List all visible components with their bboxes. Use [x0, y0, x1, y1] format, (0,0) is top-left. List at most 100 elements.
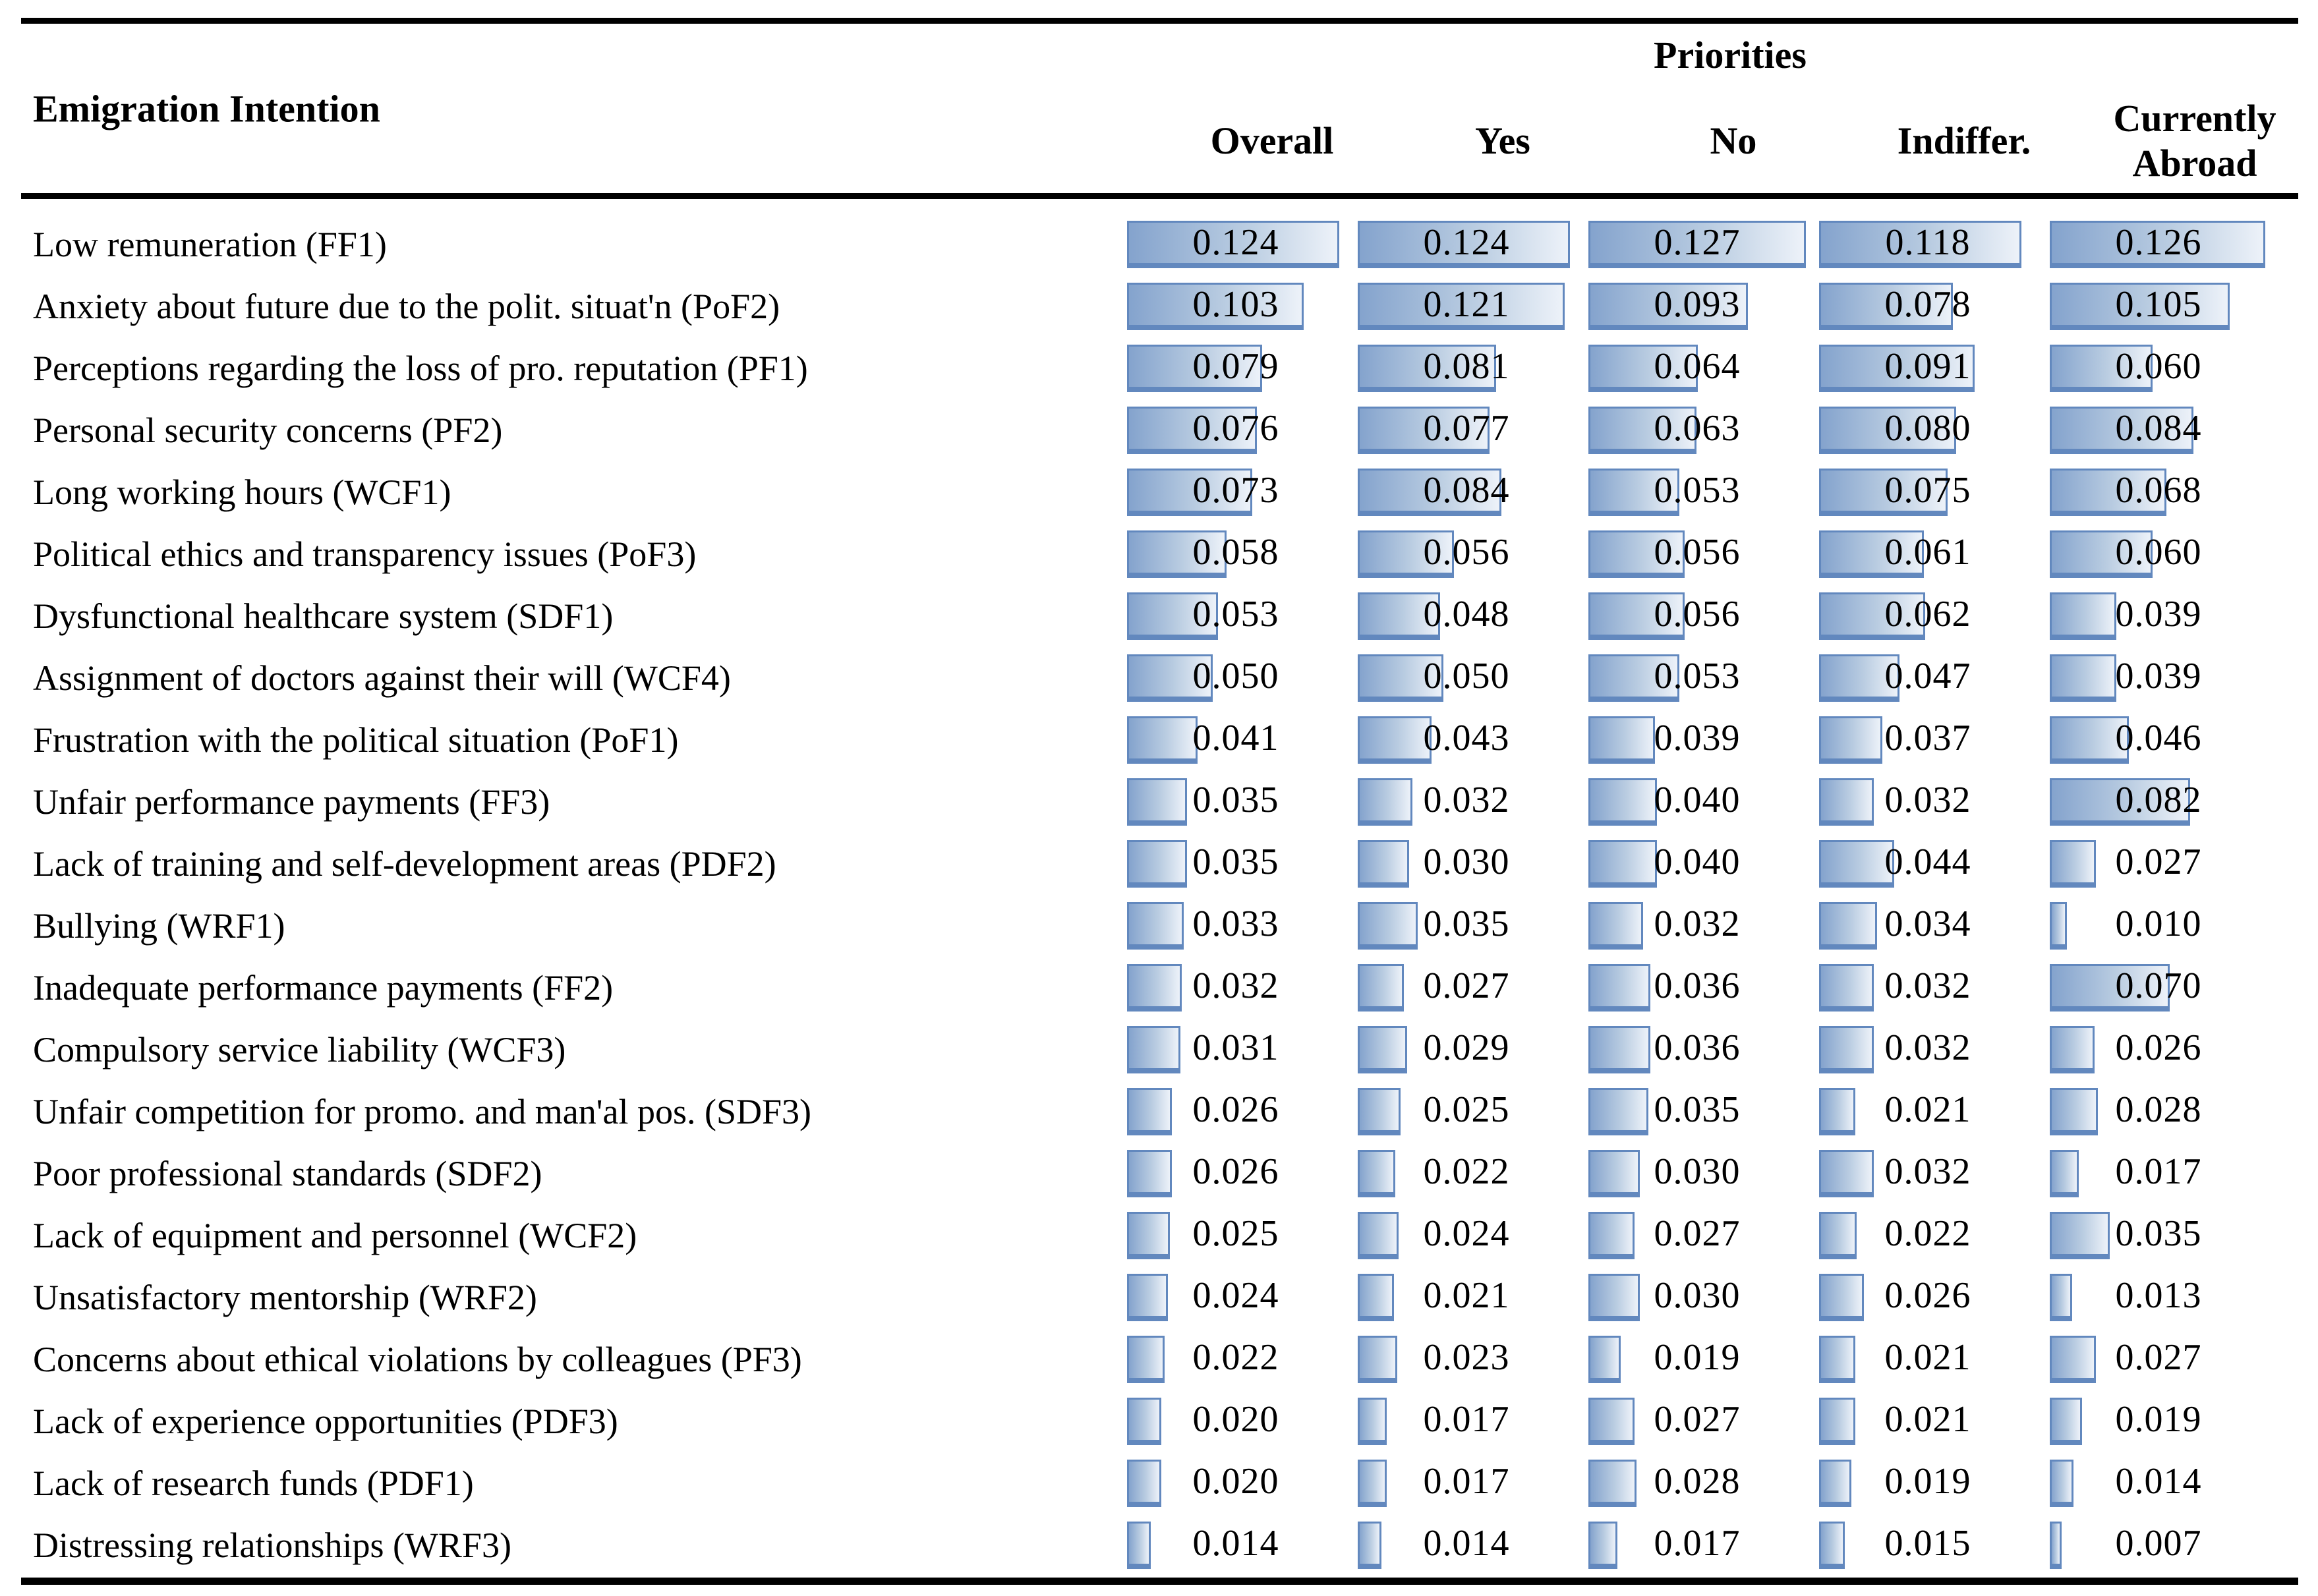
- data-bar-cell: 0.080: [1819, 407, 2037, 454]
- bar-value: 0.010: [2115, 903, 2202, 944]
- data-bar-cell: 0.075: [1819, 469, 2037, 516]
- data-bar-cell: 0.053: [1127, 592, 1345, 640]
- data-bar: [1588, 1150, 1640, 1197]
- data-bar: [1588, 530, 1685, 578]
- bar-value: 0.105: [2115, 284, 2202, 325]
- bar-value: 0.037: [1884, 718, 1971, 758]
- data-bar: [1358, 592, 1440, 640]
- data-bar-cell: 0.026: [1819, 1274, 2037, 1321]
- bar-value: 0.039: [1654, 718, 1741, 758]
- data-bar-cell: 0.014: [2050, 1460, 2267, 1507]
- data-bar: [1588, 840, 1657, 888]
- data-bar-cell: 0.061: [1819, 530, 2037, 578]
- bar-value: 0.035: [2115, 1213, 2202, 1254]
- data-bar-cell: 0.031: [1127, 1026, 1345, 1073]
- data-bar: [1819, 1336, 1855, 1383]
- data-bar: [2050, 407, 2194, 454]
- data-bar-cell: 0.014: [1127, 1522, 1345, 1569]
- data-bar: [1819, 469, 1948, 516]
- bar-value: 0.079: [1192, 346, 1279, 387]
- data-bar-cell: 0.127: [1588, 221, 1806, 268]
- data-bar-cell: 0.040: [1588, 778, 1806, 826]
- row-label: Lack of equipment and personnel (WCF2): [33, 1216, 637, 1255]
- data-bar-cell: 0.126: [2050, 221, 2267, 268]
- data-bar: [1127, 716, 1198, 764]
- data-bar-cell: 0.118: [1819, 221, 2037, 268]
- bar-value: 0.035: [1192, 841, 1279, 882]
- data-bar: [1127, 1212, 1170, 1259]
- bar-value: 0.075: [1884, 470, 1971, 511]
- bar-value: 0.056: [1654, 532, 1741, 573]
- data-bar: [1588, 345, 1698, 392]
- bar-value: 0.068: [2115, 470, 2202, 511]
- table-top-rule: [21, 18, 2298, 24]
- data-bar-cell: 0.035: [1358, 902, 1575, 950]
- data-bar-cell: 0.022: [1819, 1212, 2037, 1259]
- row-label: Unfair competition for promo. and man'al…: [33, 1092, 812, 1131]
- data-bar: [1819, 778, 1874, 826]
- data-bar: [2050, 1398, 2083, 1445]
- column-headers: Overall Yes No Indiffer. Currently Abroad: [1163, 87, 2297, 195]
- data-bar: [1127, 1336, 1165, 1383]
- row-label: Frustration with the political situation…: [33, 720, 679, 760]
- data-bar-cell: 0.019: [1819, 1460, 2037, 1507]
- bar-value: 0.103: [1192, 284, 1279, 325]
- data-bar: [1588, 407, 1696, 454]
- data-bar: [1588, 283, 1748, 330]
- bar-value: 0.076: [1192, 408, 1279, 449]
- data-bar-cell: 0.078: [1819, 283, 2037, 330]
- bar-value: 0.040: [1654, 841, 1741, 882]
- data-bar: [1127, 778, 1187, 826]
- bar-value: 0.026: [1884, 1275, 1971, 1316]
- bar-value: 0.032: [1884, 1027, 1971, 1068]
- data-bar-cell: 0.019: [1588, 1336, 1806, 1383]
- bar-value: 0.027: [1654, 1399, 1741, 1440]
- data-bar: [2050, 964, 2170, 1012]
- data-bar-cell: 0.121: [1358, 283, 1575, 330]
- table-row: Anxiety about future due to the polit. s…: [0, 275, 2318, 337]
- data-bar-cell: 0.084: [2050, 407, 2267, 454]
- table-row: Assignment of doctors against their will…: [0, 647, 2318, 709]
- bar-value: 0.033: [1192, 903, 1279, 944]
- data-bar: [1358, 469, 1502, 516]
- table-row: Inadequate performance payments (FF2) 0.0…: [0, 957, 2318, 1019]
- data-bar: [1127, 1460, 1161, 1507]
- bar-value: 0.022: [1192, 1337, 1279, 1378]
- data-bar-cell: 0.013: [2050, 1274, 2267, 1321]
- bar-value: 0.014: [1423, 1523, 1510, 1564]
- bar-value: 0.022: [1884, 1213, 1971, 1254]
- column-header: No: [1710, 119, 1757, 162]
- data-bar-cell: 0.032: [1819, 1026, 2037, 1073]
- data-bar-cell: 0.025: [1127, 1212, 1345, 1259]
- data-bar: [1588, 1212, 1635, 1259]
- data-bar: [2050, 1026, 2095, 1073]
- data-bar-cell: 0.007: [2050, 1522, 2267, 1569]
- bar-value: 0.121: [1423, 284, 1510, 325]
- data-bar: [1588, 1398, 1635, 1445]
- data-bar-cell: 0.030: [1358, 840, 1575, 888]
- data-bar-cell: 0.036: [1588, 964, 1806, 1012]
- row-label: Dysfunctional healthcare system (SDF1): [33, 596, 614, 636]
- data-bar: [1588, 716, 1656, 764]
- data-bar: [2050, 592, 2117, 640]
- data-bar: [1127, 902, 1184, 950]
- table-header: Emigration Intention Priorities Overall Y…: [0, 24, 2318, 193]
- data-bar-cell: 0.105: [2050, 283, 2267, 330]
- data-bar: [1819, 1460, 1852, 1507]
- data-bar: [1127, 221, 1340, 268]
- data-bar: [2050, 1274, 2072, 1321]
- data-bar-cell: 0.060: [2050, 530, 2267, 578]
- bar-value: 0.041: [1192, 718, 1279, 758]
- bar-value: 0.036: [1654, 1027, 1741, 1068]
- data-bar: [1358, 1150, 1396, 1197]
- data-bar: [1819, 407, 1956, 454]
- data-bar: [2050, 221, 2266, 268]
- data-bar-cell: 0.073: [1127, 469, 1345, 516]
- bar-value: 0.062: [1884, 594, 1971, 635]
- bar-value: 0.044: [1884, 841, 1971, 882]
- bar-value: 0.084: [2115, 408, 2202, 449]
- data-bar-cell: 0.035: [1127, 778, 1345, 826]
- row-label: Inadequate performance payments (FF2): [33, 968, 614, 1008]
- bar-value: 0.014: [1192, 1523, 1279, 1564]
- bar-value: 0.064: [1654, 346, 1741, 387]
